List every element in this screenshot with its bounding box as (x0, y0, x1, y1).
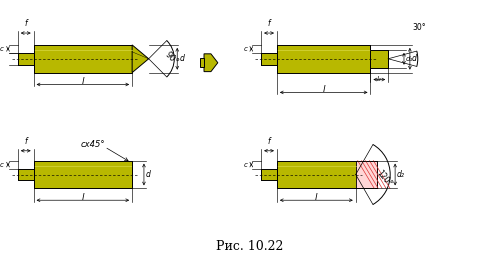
Bar (277, 45, 370, 72)
Text: 120°: 120° (375, 168, 394, 188)
Text: c: c (244, 162, 248, 168)
Text: f: f (24, 137, 27, 146)
Text: 90°: 90° (163, 50, 180, 67)
Text: d: d (146, 170, 151, 179)
Text: c: c (0, 162, 4, 168)
Bar (34, 45, 132, 72)
Text: l: l (82, 193, 84, 202)
Polygon shape (132, 45, 148, 72)
Bar (277, 161, 356, 188)
Bar (18, 53, 34, 65)
Text: 30°: 30° (413, 23, 427, 32)
Text: f: f (268, 137, 270, 146)
Text: d: d (179, 54, 184, 63)
Text: Рис. 10.22: Рис. 10.22 (216, 240, 283, 253)
Text: l: l (315, 193, 318, 202)
Text: d₁: d₁ (406, 56, 413, 62)
Bar (356, 161, 377, 188)
Polygon shape (204, 54, 218, 72)
Text: f: f (268, 19, 270, 28)
Text: l₂: l₂ (377, 76, 382, 82)
Bar (261, 168, 277, 180)
Text: f: f (24, 19, 27, 28)
Text: d: d (412, 54, 417, 63)
Text: c: c (244, 46, 248, 52)
Text: d₂: d₂ (397, 170, 405, 179)
Bar (261, 53, 277, 65)
Bar (370, 50, 388, 68)
Text: l: l (322, 85, 325, 94)
Text: c: c (0, 46, 4, 52)
Text: cx45°: cx45° (80, 140, 105, 149)
Bar (200, 58, 204, 67)
Bar (34, 161, 132, 188)
Text: l: l (82, 77, 84, 86)
Bar (18, 168, 34, 180)
